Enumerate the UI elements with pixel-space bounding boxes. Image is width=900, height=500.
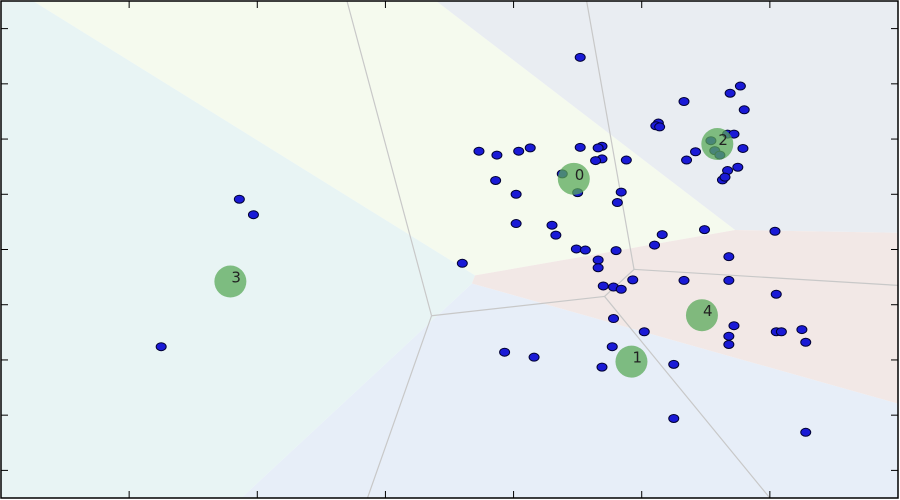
- data-point: [654, 122, 666, 132]
- data-point: [610, 246, 622, 256]
- data-point: [615, 284, 627, 294]
- data-point: [510, 189, 522, 199]
- data-point: [668, 359, 680, 369]
- region-4: [471, 230, 898, 404]
- data-point: [597, 281, 609, 291]
- centroid-2: 2: [701, 128, 734, 161]
- data-point: [592, 263, 604, 273]
- centroids: 0 1 2 3 4: [214, 128, 734, 378]
- centroid-1: 1: [615, 345, 648, 378]
- region-1: [241, 283, 898, 498]
- voronoi-edge: [366, 315, 433, 499]
- centroid-marker: [214, 265, 247, 298]
- data-point: [719, 172, 731, 182]
- data-point: [528, 352, 540, 362]
- data-point: [769, 226, 781, 236]
- centroid-label: 0: [575, 166, 585, 184]
- data-point: [723, 331, 735, 341]
- data-point: [678, 275, 690, 285]
- data-point: [592, 143, 604, 153]
- data-point: [620, 155, 632, 165]
- data-point: [510, 219, 522, 229]
- data-point: [627, 275, 639, 285]
- data-point: [155, 342, 167, 352]
- data-point: [723, 339, 735, 349]
- data-point: [574, 142, 586, 152]
- centroid-label: 1: [632, 349, 642, 367]
- voronoi-edge: [604, 296, 771, 499]
- data-point: [723, 275, 735, 285]
- data-point: [678, 97, 690, 107]
- data-point: [574, 52, 586, 62]
- data-point: [800, 427, 812, 437]
- region-3: [1, 1, 475, 498]
- voronoi-edge: [586, 0, 635, 270]
- data-point: [615, 187, 627, 197]
- voronoi-edge: [604, 268, 635, 297]
- data-point: [656, 230, 668, 240]
- data-point: [550, 230, 562, 240]
- data-point: [690, 147, 702, 157]
- data-point: [596, 362, 608, 372]
- centroid-marker: [685, 299, 718, 332]
- data-point: [681, 155, 693, 165]
- data-point: [473, 146, 485, 156]
- data-point: [456, 258, 468, 268]
- centroid-label: 2: [718, 131, 728, 149]
- data-point: [592, 255, 604, 265]
- data-point: [590, 156, 602, 166]
- centroid-label: 4: [703, 302, 713, 320]
- centroid-marker: [701, 128, 734, 161]
- region-2: [436, 1, 898, 233]
- data-point: [734, 81, 746, 91]
- data-point: [737, 143, 749, 153]
- data-point: [770, 289, 782, 299]
- data-point: [608, 314, 620, 324]
- data-point: [638, 327, 650, 337]
- data-point: [233, 194, 245, 204]
- centroid-marker: [557, 162, 590, 195]
- data-point: [513, 146, 525, 156]
- data-point: [732, 162, 744, 172]
- voronoi-edge: [346, 0, 433, 316]
- data-point: [524, 143, 536, 153]
- data-point: [570, 244, 582, 254]
- voronoi-edges: [346, 0, 899, 499]
- data-point: [649, 240, 661, 250]
- data-point: [247, 210, 259, 220]
- data-point: [606, 342, 618, 352]
- data-point: [546, 220, 558, 230]
- data-point: [728, 321, 740, 331]
- data-point: [579, 245, 591, 255]
- data-point: [723, 252, 735, 262]
- data-point: [775, 327, 787, 337]
- centroid-0: 0: [557, 162, 590, 195]
- voronoi-edge: [633, 268, 899, 286]
- centroid-label: 3: [231, 269, 241, 287]
- data-point: [611, 198, 623, 208]
- centroid-3: 3: [214, 265, 247, 298]
- data-point: [796, 325, 808, 335]
- data-point: [699, 225, 711, 235]
- data-point: [491, 150, 503, 160]
- centroid-4: 4: [685, 299, 718, 332]
- data-point: [800, 337, 812, 347]
- centroid-marker: [615, 345, 648, 378]
- data-point: [490, 175, 502, 185]
- data-point: [724, 88, 736, 98]
- data-point: [668, 413, 680, 423]
- data-point: [499, 347, 511, 357]
- voronoi-edge: [431, 295, 605, 317]
- data-point: [738, 105, 750, 115]
